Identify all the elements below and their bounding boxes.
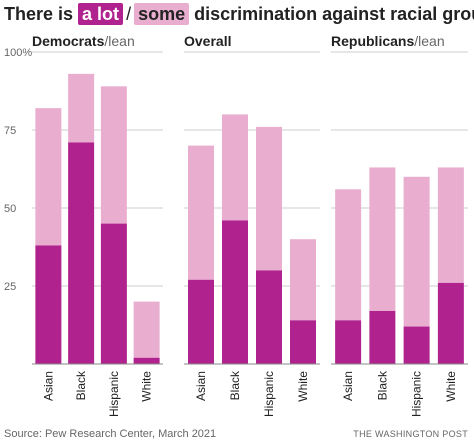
y-tick-label-50: 50 — [4, 203, 16, 215]
title-prefix: There is — [4, 4, 74, 24]
bar-some-2-white — [437, 167, 464, 283]
bar-some-2-black — [369, 167, 396, 311]
bar-a-lot-2-hispanic — [403, 326, 430, 364]
title-slash: / — [126, 4, 132, 24]
chart-title: There is a lot / some discrimination again… — [4, 2, 474, 26]
bar-a-lot-0-black — [68, 142, 95, 364]
x-tick-label-1-white: White — [296, 371, 310, 402]
bar-a-lot-2-asian — [335, 320, 362, 364]
x-tick-label-0-white: White — [140, 371, 154, 402]
bar-some-1-black — [222, 114, 248, 221]
source-note: Source: Pew Research Center, March 2021 — [4, 428, 217, 440]
x-tick-label-2-hispanic: Hispanic — [410, 371, 424, 417]
bar-a-lot-2-white — [437, 282, 464, 364]
bar-some-1-white — [290, 239, 316, 321]
bar-a-lot-0-hispanic — [100, 223, 127, 364]
x-tick-label-1-asian: Asian — [194, 371, 208, 401]
title-suffix: discrimination against racial group — [194, 4, 474, 24]
bar-a-lot-0-asian — [35, 245, 62, 364]
bar-some-1-asian — [188, 145, 214, 280]
x-tick-label-0-asian: Asian — [41, 371, 55, 401]
bar-some-2-asian — [335, 189, 362, 321]
bar-a-lot-1-black — [222, 220, 248, 364]
panel-title-1: Overall — [184, 33, 231, 49]
y-tick-label-25: 25 — [4, 281, 16, 293]
y-tick-label-100: 100% — [4, 47, 32, 59]
bar-a-lot-1-asian — [188, 279, 214, 364]
bar-some-1-hispanic — [256, 126, 282, 271]
x-tick-label-2-asian: Asian — [341, 371, 355, 401]
bar-a-lot-1-white — [290, 320, 316, 364]
x-tick-label-1-black: Black — [228, 370, 242, 400]
publisher-credit: THE WASHINGTON POST — [353, 429, 468, 439]
a-lot-legend-pill: a lot — [78, 3, 124, 25]
x-tick-label-0-hispanic: Hispanic — [107, 371, 121, 417]
bar-a-lot-2-black — [369, 310, 396, 364]
panel-title-0: Democrats/lean — [32, 33, 135, 49]
panel-title-2: Republicans/lean — [331, 33, 445, 49]
bar-a-lot-1-hispanic — [256, 270, 282, 364]
y-tick-label-75: 75 — [4, 125, 16, 137]
x-tick-label-2-white: White — [444, 371, 458, 402]
x-tick-label-0-black: Black — [74, 370, 88, 400]
x-tick-label-1-hispanic: Hispanic — [262, 371, 276, 417]
bar-a-lot-0-white — [133, 357, 160, 364]
bar-some-0-white — [133, 301, 160, 358]
x-tick-label-2-black: Black — [375, 370, 389, 400]
some-legend-pill: some — [134, 3, 190, 25]
bar-some-0-asian — [35, 108, 62, 246]
bar-some-0-black — [68, 73, 95, 143]
bar-some-2-hispanic — [403, 176, 430, 327]
bar-some-0-hispanic — [100, 86, 127, 224]
